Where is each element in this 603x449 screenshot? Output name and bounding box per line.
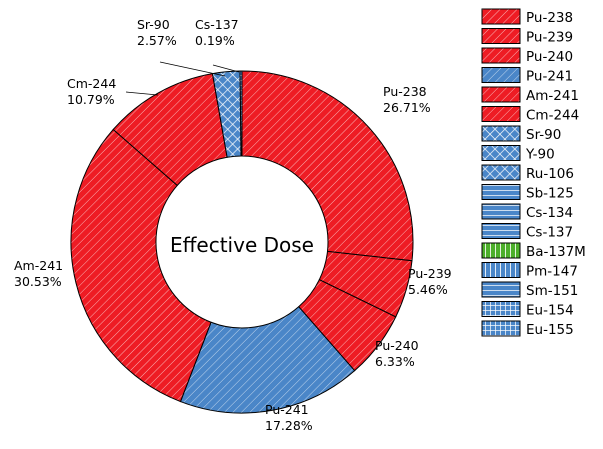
leader-line-cs-137: [212, 64, 240, 73]
legend-item-ru-106: Ru-106: [481, 164, 574, 182]
legend-swatch: [481, 67, 521, 83]
legend-label: Pu-240: [526, 49, 573, 65]
leader-lines: [125, 61, 240, 96]
slice-labels: Cs-137 0.19% Pu-238 26.71% Pu-239 5.46% Pu-240…: [14, 17, 452, 433]
legend-item-sm-151: Sm-151: [481, 281, 578, 299]
legend-label: Cm-244: [526, 108, 579, 124]
leader-line-cm-244: [125, 91, 159, 96]
legend-swatch: [481, 86, 521, 103]
slice-sr-90: [211, 70, 242, 158]
slice-label-am-241: Am-241 30.53%: [14, 258, 63, 289]
leader-line-sr-90: [159, 61, 226, 77]
slice-label-pu-240: Pu-240 6.33%: [375, 338, 419, 369]
legend-item-sr-90: Sr-90: [481, 125, 561, 143]
slice-pu-241: [179, 305, 356, 414]
legend-swatch: [481, 125, 521, 142]
legend-label: Y-90: [525, 147, 555, 163]
legend-label: Eu-154: [526, 303, 574, 319]
slice-am-241: [70, 128, 212, 403]
slice-label-sr-90: Sr-90 2.57%: [137, 17, 177, 48]
legend-item-cs-137: Cs-137: [481, 223, 573, 241]
legend-item-am-241: Am-241: [481, 86, 579, 104]
legend-item-pu-241: Pu-241: [481, 67, 573, 85]
legend-label: Sr-90: [526, 127, 561, 143]
legend-label: Eu-155: [526, 322, 574, 338]
slice-label-pu-238: Pu-238 26.71%: [383, 84, 431, 115]
slice-pu-238: [241, 70, 414, 262]
slice-label-cs-137: Cs-137 0.19%: [195, 17, 239, 48]
donut-slices: [70, 70, 414, 414]
legend-label: Pu-239: [526, 30, 573, 46]
legend-item-pu-238: Pu-238: [481, 8, 573, 26]
legend-item-pu-240: Pu-240: [481, 47, 573, 65]
legend-swatch: [481, 184, 521, 200]
legend-swatch: [481, 223, 521, 239]
legend-label: Ru-106: [526, 166, 574, 182]
legend-label: Sb-125: [526, 186, 574, 202]
legend-swatch: [481, 262, 521, 278]
legend-swatch: [481, 301, 521, 317]
slice-label-cm-244: Cm-244 10.79%: [67, 76, 116, 107]
legend-label: Sm-151: [526, 283, 578, 299]
legend-swatch: [481, 28, 521, 44]
legend-swatch: [481, 145, 521, 161]
legend-label: Cs-134: [526, 205, 573, 221]
slice-label-pu-239: Pu-239 5.46%: [408, 266, 452, 297]
legend-swatch: [481, 281, 521, 298]
legend-label: Cs-137: [526, 225, 573, 241]
legend-label: Pu-241: [526, 69, 573, 85]
legend-swatch: [481, 320, 521, 337]
legend-item-pu-239: Pu-239: [481, 28, 573, 46]
legend-item-eu-155: Eu-155: [481, 320, 574, 338]
legend-item-cs-134: Cs-134: [481, 203, 573, 221]
legend-item-cm-244: Cm-244: [481, 106, 579, 124]
legend-item-eu-154: Eu-154: [481, 301, 574, 319]
center-label: Effective Dose: [170, 233, 314, 257]
legend-label: Am-241: [526, 88, 579, 104]
legend-swatch: [481, 242, 521, 259]
legend-item-ba-137m: Ba-137M: [481, 242, 586, 260]
legend-swatch: [481, 164, 521, 181]
legend-label: Ba-137M: [526, 244, 586, 260]
legend: Pu-238 Pu-239 Pu-240 Pu-241 Am-241 Cm-244 Sr-9…: [481, 8, 586, 338]
legend-item-y-90: Y-90: [481, 145, 555, 163]
legend-swatch: [481, 203, 521, 220]
legend-swatch: [481, 8, 521, 25]
legend-item-pm-147: Pm-147: [481, 262, 578, 280]
legend-label: Pm-147: [526, 264, 578, 280]
legend-item-sb-125: Sb-125: [481, 184, 574, 202]
slice-label-pu-241: Pu-241 17.28%: [265, 402, 313, 433]
legend-swatch: [481, 47, 521, 64]
legend-swatch: [481, 106, 521, 122]
legend-label: Pu-238: [526, 10, 573, 26]
